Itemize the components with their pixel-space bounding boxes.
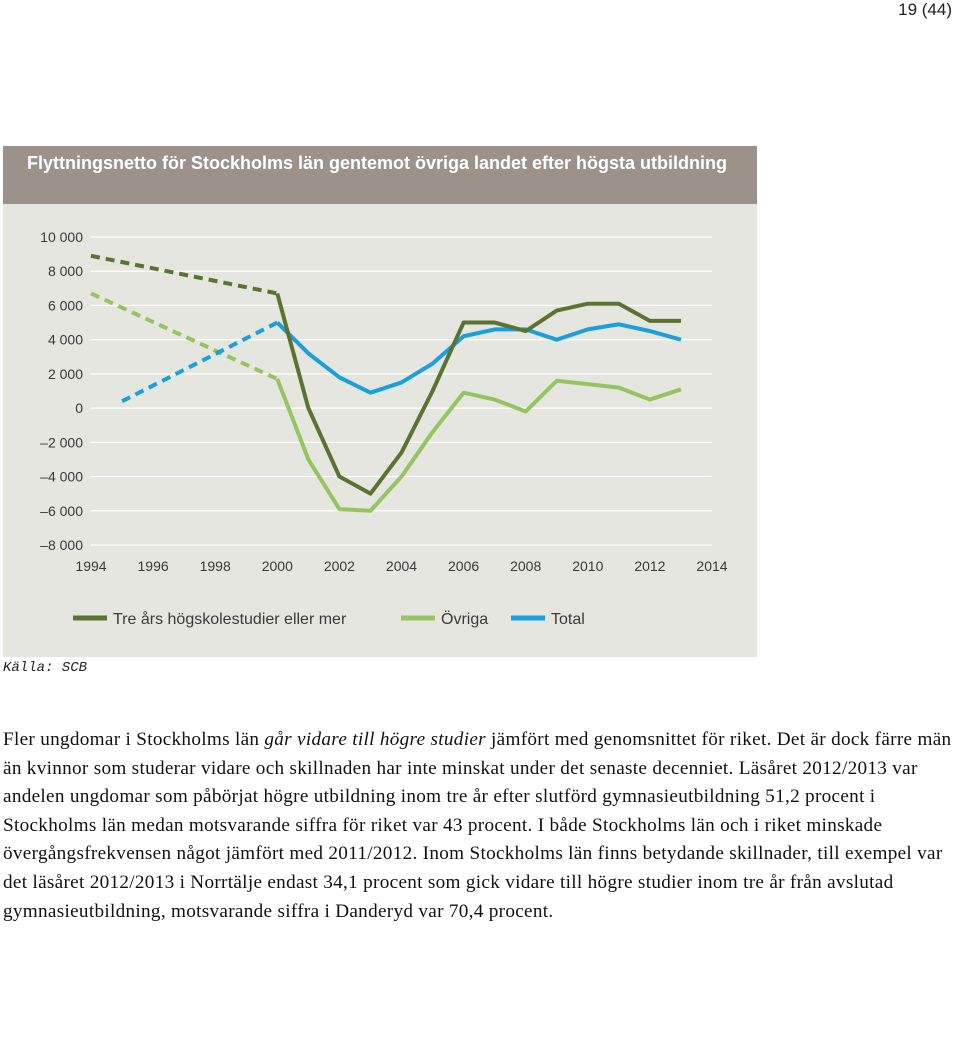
y-tick-label: 2 000 bbox=[48, 366, 83, 382]
paragraph-text-rest: jämfört med genomsnittet för riket. Det … bbox=[3, 729, 952, 922]
body-paragraph: Fler ungdomar i Stockholms län går vidar… bbox=[3, 726, 953, 926]
legend-label: Tre års högskolestudier eller mer bbox=[113, 610, 347, 628]
series-line bbox=[275, 378, 682, 513]
line-chart: 10 000 8 000 6 000 4 000 2 000 0 –2 000 –4 000 –… bbox=[40, 229, 728, 628]
x-tick-label: 2000 bbox=[262, 558, 293, 574]
series-dashed-line bbox=[90, 253, 278, 296]
series-dashed-line bbox=[90, 291, 279, 381]
chart-header: Flyttningsnetto för Stockholms län gente… bbox=[3, 146, 757, 204]
y-tick-label: 8 000 bbox=[48, 263, 83, 279]
x-tick-label: 1996 bbox=[138, 558, 169, 574]
series-dashed-line bbox=[121, 320, 279, 404]
chart-figure: Flyttningsnetto för Stockholms län gente… bbox=[3, 146, 757, 657]
x-tick-label: 2006 bbox=[448, 558, 479, 574]
paragraph-emphasis: går vidare till högre studier bbox=[264, 729, 486, 750]
x-tick-label: 2002 bbox=[324, 558, 355, 574]
chart-title: Flyttningsnetto för Stockholms län gente… bbox=[27, 153, 728, 173]
y-tick-label: –6 000 bbox=[40, 503, 83, 519]
y-tick-label: –4 000 bbox=[40, 469, 83, 485]
series-line bbox=[275, 292, 681, 496]
x-tick-label: 2004 bbox=[386, 558, 417, 574]
x-tick-label: 1994 bbox=[75, 558, 106, 574]
legend-label: Övriga bbox=[441, 610, 488, 628]
x-tick-label: 2008 bbox=[510, 558, 541, 574]
series-line bbox=[275, 321, 682, 395]
y-tick-label: 10 000 bbox=[40, 229, 83, 245]
x-tick-label: 1998 bbox=[200, 558, 231, 574]
y-tick-label: 0 bbox=[75, 400, 83, 416]
legend-label: Total bbox=[551, 611, 585, 628]
x-tick-label: 2010 bbox=[572, 558, 603, 574]
source-note: Källa: SCB bbox=[3, 660, 88, 676]
x-tick-label: 2014 bbox=[696, 558, 727, 574]
x-tick-label: 2012 bbox=[634, 558, 665, 574]
y-tick-label: 4 000 bbox=[48, 332, 83, 348]
paragraph-text-start: Fler ungdomar i Stockholms län bbox=[3, 729, 265, 750]
y-tick-label: 6 000 bbox=[48, 297, 83, 313]
page-number: 19 (44) bbox=[898, 0, 952, 19]
y-tick-label: –8 000 bbox=[40, 537, 83, 553]
y-tick-label: –2 000 bbox=[40, 434, 83, 450]
